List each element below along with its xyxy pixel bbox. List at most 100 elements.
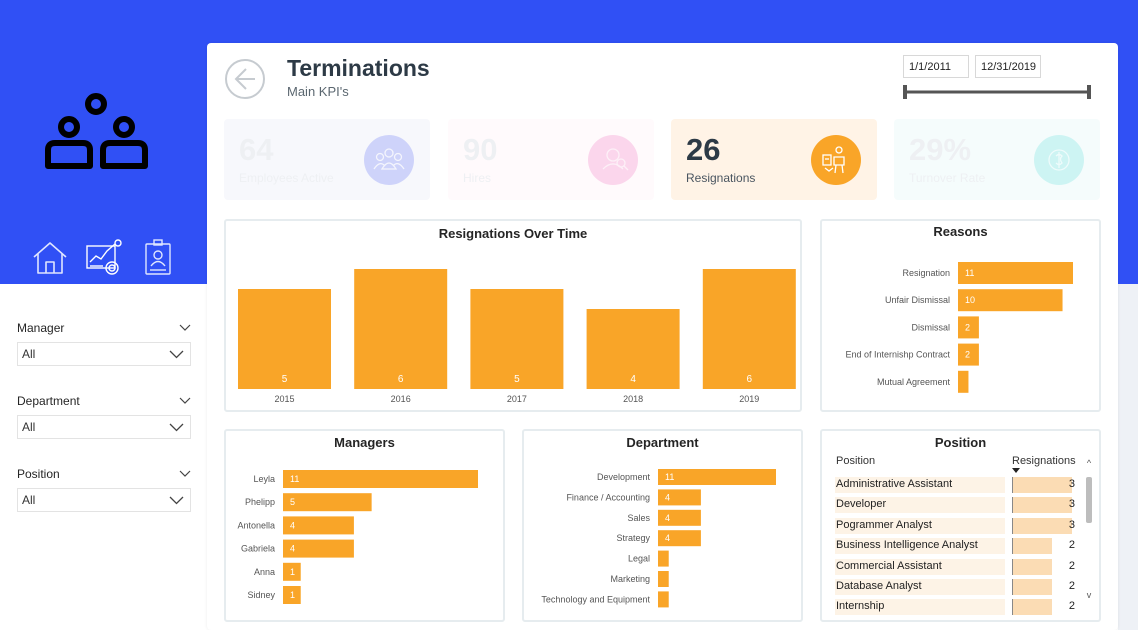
table-row[interactable]: Administrative Assistant 3	[835, 474, 1075, 493]
bar[interactable]	[283, 493, 372, 512]
category-label: End of Internishp Contract	[845, 350, 950, 360]
category-label: Antonella	[237, 520, 275, 530]
resignations-count: 2	[1068, 580, 1075, 592]
employee-badge-icon[interactable]	[138, 238, 178, 278]
table-row[interactable]: Business Intelligence Analyst 2	[835, 535, 1075, 555]
department-dropdown[interactable]: All	[17, 415, 191, 439]
chart-title: Department	[626, 435, 699, 450]
category-label: Sidney	[247, 590, 275, 600]
sort-descending-icon	[1012, 468, 1020, 473]
manager-dropdown[interactable]: All	[17, 342, 191, 366]
analytics-icon[interactable]	[85, 238, 125, 278]
table-row[interactable]: Pogrammer Analyst 3	[835, 515, 1075, 534]
position-name: Internship	[835, 599, 1005, 616]
reasons-chart: Resignation 11 Unfair Dismissal 10 Dismissal…	[845, 262, 1073, 393]
bar[interactable]	[283, 516, 354, 535]
table-row[interactable]: Developer 3	[835, 494, 1075, 514]
bar[interactable]	[658, 591, 669, 608]
date-range-slider[interactable]	[903, 85, 1091, 99]
position-name: Administrative Assistant	[835, 477, 1005, 493]
x-tick-label: 2016	[391, 394, 411, 404]
kpi-label: Turnover Rate	[909, 171, 986, 185]
chevron-down-icon[interactable]	[179, 470, 191, 478]
bar[interactable]	[958, 289, 1063, 312]
table-row[interactable]: Internship 2	[835, 596, 1075, 616]
bar-value-label: 4	[290, 544, 295, 554]
bar-value-label: 4	[630, 374, 636, 385]
resignations-data-bar	[1012, 477, 1072, 493]
category-label: Mutual Agreement	[877, 377, 951, 387]
bar[interactable]	[958, 343, 979, 366]
bar-value-label: 1	[290, 567, 295, 577]
x-tick-label: 2017	[507, 394, 527, 404]
department-slicer-label: Department	[17, 394, 80, 408]
category-label: Phelipp	[245, 497, 275, 507]
kpi-value: 26	[686, 132, 721, 167]
bar[interactable]	[283, 562, 301, 581]
bar[interactable]	[470, 289, 564, 389]
page-subtitle: Main KPI's	[287, 84, 349, 99]
resignations-data-bar	[1012, 579, 1052, 595]
category-label: Anna	[254, 567, 275, 577]
column-header-resignations[interactable]: Resignations	[1012, 455, 1076, 467]
bar[interactable]	[658, 550, 669, 567]
bar[interactable]	[283, 539, 354, 558]
position-dropdown[interactable]: All	[17, 488, 191, 512]
bar[interactable]	[958, 316, 979, 339]
resignations-data-bar	[1012, 558, 1052, 575]
column-header-position[interactable]: Position	[836, 455, 876, 467]
bar-value-label: 5	[514, 374, 520, 385]
bar[interactable]	[658, 469, 776, 485]
kpi-turnover-rate[interactable]: 29% Turnover Rate	[894, 119, 1100, 200]
kpi-employees-active[interactable]: 64 Employees Active	[224, 119, 430, 200]
hires-icon	[588, 135, 638, 185]
bar-value-label: 4	[665, 492, 670, 502]
bar-value-label: 11	[290, 474, 299, 484]
kpi-hires[interactable]: 90 Hires	[448, 119, 654, 200]
bar[interactable]	[958, 370, 969, 393]
kpi-resignations[interactable]: 26 Resignations	[671, 119, 877, 200]
position-slicer: Position All	[17, 466, 191, 512]
start-date-input[interactable]: 1/1/2011	[903, 55, 969, 78]
category-label: Finance / Accounting	[566, 492, 650, 502]
chevron-down-icon	[169, 496, 184, 504]
table-row[interactable]: Database Analyst 2	[835, 576, 1075, 595]
category-label: Legal	[628, 554, 650, 564]
bar[interactable]	[658, 571, 669, 587]
back-arrow-icon[interactable]	[224, 58, 266, 100]
kpi-value: 64	[239, 132, 274, 167]
category-label: Resignation	[902, 268, 950, 278]
people-logo-icon	[45, 93, 148, 169]
scroll-down-icon[interactable]: v	[1086, 590, 1092, 600]
position-dropdown-value: All	[22, 493, 36, 507]
end-date-input[interactable]: 12/31/2019	[975, 55, 1041, 78]
position-slicer-label: Position	[17, 467, 60, 481]
chevron-down-icon[interactable]	[179, 397, 191, 405]
resignations-count: 2	[1068, 559, 1075, 572]
bar[interactable]	[958, 262, 1073, 284]
resignations-data-bar	[1012, 497, 1072, 514]
bar[interactable]	[586, 309, 680, 389]
bar[interactable]	[658, 530, 701, 547]
manager-slicer: Manager All	[17, 320, 191, 366]
scroll-up-icon[interactable]: ^	[1086, 458, 1092, 468]
manager-slicer-label: Manager	[17, 321, 65, 335]
chart-title: Reasons	[933, 224, 988, 239]
bar[interactable]	[658, 489, 701, 506]
bar-value-label: 2	[965, 322, 970, 332]
x-tick-label: 2015	[274, 394, 294, 404]
bar[interactable]	[658, 509, 701, 526]
bar[interactable]	[283, 470, 478, 488]
scrollbar-thumb[interactable]	[1086, 477, 1092, 523]
sidebar-filter-panel	[0, 284, 207, 630]
table-row[interactable]: Commercial Assistant 2	[835, 556, 1075, 575]
home-icon[interactable]	[30, 238, 70, 278]
bar[interactable]	[354, 269, 448, 389]
department-dropdown-value: All	[22, 420, 36, 434]
bar[interactable]	[238, 289, 331, 389]
category-label: Development	[597, 472, 651, 482]
bar[interactable]	[283, 586, 301, 604]
category-label: Technology and Equipment	[541, 594, 650, 604]
bar[interactable]	[702, 269, 796, 389]
chevron-down-icon[interactable]	[179, 324, 191, 332]
